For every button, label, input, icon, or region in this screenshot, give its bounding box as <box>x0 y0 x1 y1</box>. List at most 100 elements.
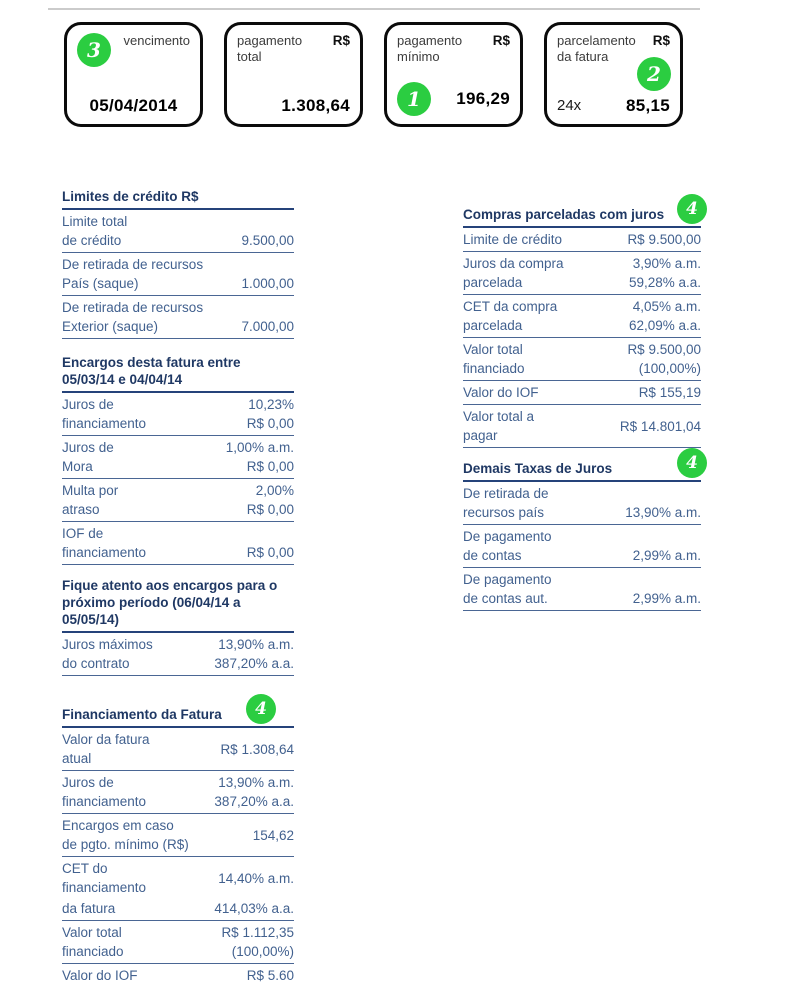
row-label: IOF de <box>62 526 104 541</box>
row-labels: Juros da compra parcelada <box>463 254 564 292</box>
row-label: Valor total <box>463 342 523 357</box>
row-values: 13,90% a.m. 387,20% a.a. <box>214 773 294 811</box>
row-label: Valor do IOF <box>62 968 138 982</box>
row-values: 13,90% a.m. 387,20% a.a. <box>214 635 294 673</box>
row-label: parcelada <box>463 275 523 290</box>
row-labels: Valor total financiado <box>463 340 525 378</box>
row-values: 2,99% a.m. <box>633 570 701 608</box>
row-labels: Valor do IOF <box>62 966 138 982</box>
row-values: 154,62 <box>253 816 294 854</box>
section: Encargos desta fatura entre 05/03/14 e 0… <box>62 354 294 565</box>
table-row: Limite de crédito R$ 9.500,00 <box>463 228 701 252</box>
row-labels: da fatura <box>62 899 115 918</box>
row-label: Juros máximos <box>62 637 153 652</box>
card-label: pagamento total <box>237 33 303 64</box>
row-value: R$ 0,00 <box>246 416 294 431</box>
row-labels: De pagamento de contas aut. <box>463 570 552 608</box>
row-value: 62,09% a.a. <box>628 318 701 333</box>
row-values: 1,00% a.m. R$ 0,00 <box>226 438 294 476</box>
table-row: Valor total a pagar R$ 14.801,04 <box>463 405 701 448</box>
row-label: CET da compra <box>463 299 558 314</box>
row-values: 13,90% a.m. <box>625 484 701 522</box>
row-labels: Valor total a pagar <box>463 407 534 445</box>
row-label: CET do <box>62 861 108 876</box>
row-value <box>241 212 294 231</box>
section-title: Financiamento da Fatura <box>62 707 222 722</box>
section-header: Fique atento aos encargos para o próximo… <box>62 577 294 633</box>
row-value: 59,28% a.a. <box>628 275 701 290</box>
row-label: Mora <box>62 459 93 474</box>
row-value: 1.000,00 <box>241 276 294 291</box>
row-values: 14,40% a.m. <box>218 859 294 897</box>
row-label: De retirada de recursos <box>62 257 204 272</box>
row-value: R$ 155,19 <box>638 385 701 400</box>
row-values: R$ 5.60 <box>247 966 294 982</box>
table-row: Multa por atraso 2,00% R$ 0,00 <box>62 479 294 522</box>
row-value: 2,99% a.m. <box>632 548 701 563</box>
section: Demais Taxas de Juros 4 De retirada de recu… <box>463 448 707 611</box>
left-column: Limites de crédito R$ Limite total de créd… <box>62 188 294 982</box>
row-label: Valor total <box>62 925 122 940</box>
section-title: Compras parceladas com juros <box>463 207 665 222</box>
row-label: de pgto. mínimo (R$) <box>62 837 189 852</box>
step-3-badge: 3 <box>77 33 111 67</box>
section-header: Financiamento da Fatura 4 <box>62 694 294 728</box>
row-label: De pagamento <box>463 572 552 587</box>
currency-label: R$ <box>652 33 670 48</box>
table-row: Valor total financiado R$ 9.500,00 (100,00%… <box>463 338 701 381</box>
section-title: Demais Taxas de Juros <box>463 461 613 476</box>
row-value: 1,00% a.m. <box>225 440 294 455</box>
row-label: Valor total a <box>463 409 535 424</box>
row-value <box>241 298 294 317</box>
table-row: Valor total financiado R$ 1.112,35 (100,00%… <box>62 921 294 964</box>
row-values: R$ 14.801,04 <box>620 407 701 445</box>
row-labels: Juros de financiamento <box>62 395 146 433</box>
row-labels: Valor do IOF <box>463 383 539 402</box>
table-row: Valor da fatura atual R$ 1.308,64 <box>62 728 294 771</box>
row-value: 154,62 <box>252 827 294 843</box>
card-pagamento-total: pagamento total R$ 1.308,64 <box>224 22 363 127</box>
row-label: de contas <box>463 548 522 563</box>
row-value: R$ 1.308,64 <box>220 741 294 757</box>
row-value: 13,90% a.m. <box>625 505 701 520</box>
table-row: De retirada de recursos país 13,90% a.m. <box>463 482 701 525</box>
table-row: CET da compra parcelada 4,05% a.m. 62,09% a… <box>463 295 701 338</box>
row-value: 7.000,00 <box>241 319 294 334</box>
row-labels: Valor total financiado <box>62 923 124 961</box>
table-row: Juros de financiamento 13,90% a.m. 387,20% … <box>62 771 294 814</box>
step-badge: 4 <box>677 448 707 478</box>
table-row: Encargos em caso de pgto. mínimo (R$) 154,… <box>62 814 294 857</box>
row-values: R$ 1.308,64 <box>220 730 294 768</box>
row-label: Limite de crédito <box>463 232 563 247</box>
row-value: 4,05% a.m. <box>632 299 701 314</box>
row-label: recursos país <box>463 505 545 520</box>
card-vencimento: 3 vencimento 05/04/2014 <box>64 22 203 127</box>
row-label: De retirada de <box>463 486 549 501</box>
row-label: de crédito <box>62 233 122 248</box>
row-value: 387,20% a.a. <box>214 794 294 809</box>
step-badge: 4 <box>677 194 707 224</box>
row-value: 14,40% a.m. <box>218 870 294 886</box>
row-value: 2,99% a.m. <box>632 591 701 606</box>
top-divider <box>48 8 700 10</box>
card-parcelamento: parcelamento da fatura R$ 2 24x 85,15 <box>544 22 683 127</box>
row-value: 387,20% a.a. <box>214 656 294 671</box>
row-value: R$ 0,00 <box>246 459 294 474</box>
row-value: (100,00%) <box>638 361 701 376</box>
table-row: Valor do IOF R$ 5.60 <box>62 964 294 982</box>
row-label: atual <box>62 751 92 766</box>
table-row: De pagamento de contas aut. 2,99% a.m. <box>463 568 701 611</box>
row-labels: De retirada de recursos país <box>463 484 549 522</box>
minimum-payment-value: 196,29 <box>456 89 510 108</box>
row-label: da fatura <box>62 901 116 916</box>
row-value: 10,23% <box>248 397 294 412</box>
row-values: 414,03% a.a. <box>214 899 294 918</box>
right-column: Compras parceladas com juros 4 Limite de c… <box>463 194 707 611</box>
row-values: 9.500,00 <box>241 212 294 250</box>
table-row: Limite total de crédito 9.500,00 <box>62 210 294 253</box>
row-value: R$ 9.500,00 <box>627 342 701 357</box>
section-header: Demais Taxas de Juros 4 <box>463 448 707 482</box>
row-labels: Juros de Mora <box>62 438 114 476</box>
row-labels: CET da compra parcelada <box>463 297 557 335</box>
section-header: Limites de crédito R$ <box>62 188 294 210</box>
